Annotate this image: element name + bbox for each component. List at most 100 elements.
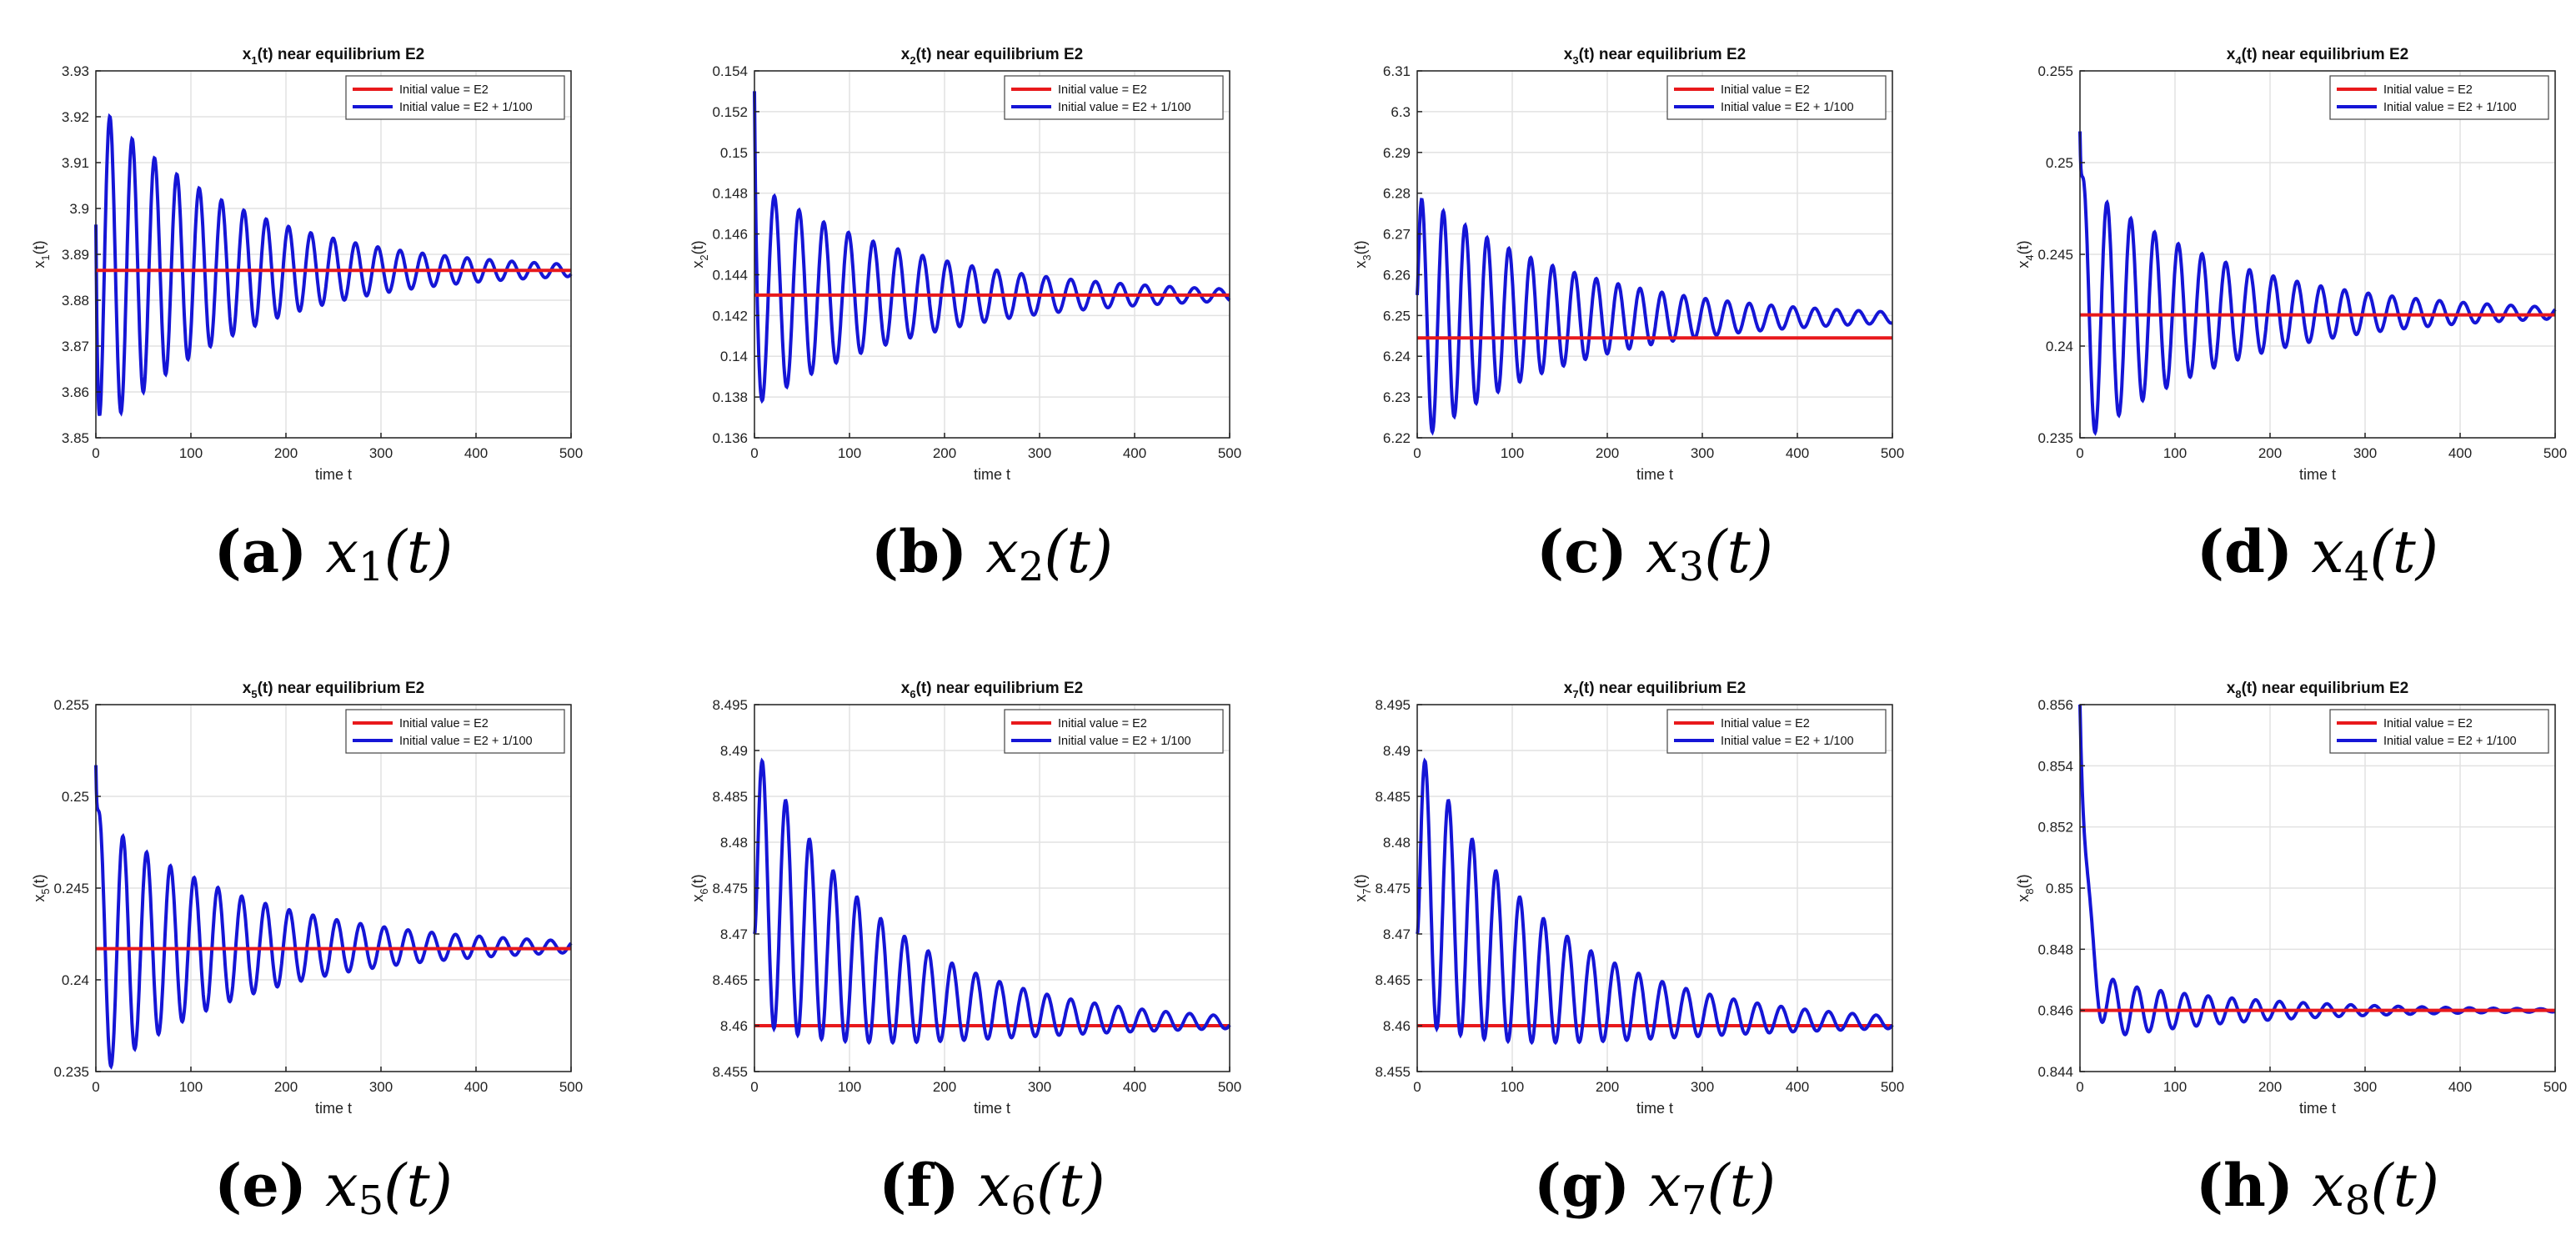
- caption-space: [2293, 1152, 2312, 1220]
- caption-subscript: 4: [2343, 544, 2370, 590]
- legend: Initial value = E2 Initial value = E2 + 1…: [1666, 709, 1887, 754]
- x-tick-label: 100: [179, 445, 203, 461]
- legend-entry: Initial value = E2: [2383, 717, 2473, 730]
- y-tick-label: 0.844: [2037, 1064, 2073, 1080]
- caption-argument: (t): [383, 1152, 453, 1220]
- chart-title: x1(t) near equilibrium E2: [243, 46, 424, 67]
- y-tick-label: 8.47: [720, 926, 748, 942]
- y-tick-label: 6.22: [1383, 430, 1411, 446]
- y-tick-label: 8.48: [1383, 835, 1411, 851]
- x-tick-label: 200: [274, 1079, 298, 1095]
- caption-space: [967, 518, 985, 586]
- x-tick-label: 300: [1691, 1079, 1714, 1095]
- legend: Initial value = E2 Initial value = E2 + 1…: [345, 75, 565, 120]
- caption-argument: (t): [1706, 1152, 1777, 1220]
- x-tick-label: 100: [179, 1079, 203, 1095]
- chart-g: 8.455 8.46 8.465 8.47 8.475 8.48 8.485 8.49 8.49…: [1352, 680, 1904, 1117]
- x-tick-label: 0: [1413, 445, 1421, 461]
- legend: Initial value = E2 Initial value = E2 + 1…: [345, 709, 565, 754]
- chart-title: x7(t) near equilibrium E2: [1564, 680, 1746, 700]
- x-tick-label: 0: [750, 445, 758, 461]
- legend-entry: Initial value = E2 + 1/100: [2383, 735, 2517, 748]
- x-tick-label: 100: [838, 1079, 861, 1095]
- series-line-e2-perturbed: [753, 91, 1231, 404]
- legend-box: [1004, 75, 1224, 120]
- y-tick-label: 6.29: [1383, 145, 1411, 161]
- y-axis-label: x8(t): [2015, 874, 2036, 901]
- x-axis-label: time t: [2299, 466, 2336, 483]
- x-tick-label: 200: [933, 445, 956, 461]
- caption-label: (d): [2196, 517, 2293, 586]
- y-tick-label: 0.14: [720, 349, 748, 364]
- y-tick-label: 0.144: [712, 267, 748, 283]
- x-tick-label: 100: [2163, 1079, 2187, 1095]
- y-tick-label: 3.88: [62, 293, 89, 309]
- chart-a: 3.85 3.86 3.87 3.88 3.89 3.9 3.91 3.92 3.93 0 100 2…: [31, 46, 583, 483]
- y-axis-label: x4(t): [2015, 240, 2036, 268]
- chart-title: x5(t) near equilibrium E2: [243, 680, 424, 700]
- axes-box: [754, 70, 1230, 439]
- legend-entry: Initial value = E2 + 1/100: [1058, 101, 1191, 114]
- x-tick-label: 0: [2076, 1079, 2083, 1095]
- series-line-e2-perturbed: [753, 757, 1231, 1046]
- x-tick-label: 100: [838, 445, 861, 461]
- subfigure-caption-a: (a) x1(t): [12, 517, 655, 590]
- legend: Initial value = E2 Initial value = E2 + 1…: [1004, 709, 1224, 754]
- legend-box: [1666, 709, 1887, 754]
- x-tick-label: 0: [1413, 1079, 1421, 1095]
- x-tick-label: 100: [1501, 1079, 1524, 1095]
- y-tick-label: 8.49: [1383, 743, 1411, 759]
- x-tick-label: 300: [369, 445, 393, 461]
- x-tick-label: 200: [1596, 1079, 1619, 1095]
- chart-h: 0.844 0.846 0.848 0.85 0.852 0.854 0.856 0 100 20…: [2015, 680, 2567, 1117]
- y-tick-label: 0.154: [712, 63, 748, 79]
- legend-entry: Initial value = E2: [1721, 717, 1810, 730]
- x-tick-label: 300: [2353, 445, 2377, 461]
- y-tick-label: 0.235: [2037, 430, 2073, 446]
- x-axis-label: time t: [974, 1100, 1010, 1117]
- x-tick-label: 400: [1123, 445, 1146, 461]
- caption-space: [1627, 518, 1646, 586]
- subfigure-caption-e: (e) x5(t): [12, 1151, 655, 1224]
- y-tick-label: 0.152: [712, 104, 748, 120]
- subfigure-caption-c: (c) x3(t): [1333, 517, 1977, 590]
- subfigure-caption-f: (f) x6(t): [670, 1151, 1314, 1224]
- y-tick-label: 0.255: [2037, 63, 2073, 79]
- subfigure-caption-b: (b) x2(t): [670, 517, 1314, 590]
- y-tick-label: 8.48: [720, 835, 748, 851]
- series-line-e2-perturbed: [2078, 131, 2557, 436]
- y-tick-label: 6.28: [1383, 186, 1411, 202]
- caption-label: (f): [879, 1151, 960, 1220]
- caption-subscript: 5: [358, 1177, 384, 1224]
- legend-box: [345, 709, 565, 754]
- y-axis-label: x1(t): [31, 240, 52, 268]
- caption-argument: (t): [383, 518, 454, 586]
- y-tick-label: 8.455: [1375, 1064, 1411, 1080]
- x-tick-label: 200: [933, 1079, 956, 1095]
- chart-b: 0.136 0.138 0.14 0.142 0.144 0.146 0.148 0.15 0.…: [689, 46, 1241, 483]
- caption-argument: (t): [1035, 1152, 1105, 1220]
- subfigure-caption-d: (d) x4(t): [1996, 517, 2576, 590]
- subfigure-caption-h: (h) x8(t): [1996, 1151, 2576, 1224]
- legend-box: [1004, 709, 1224, 754]
- y-tick-label: 3.87: [62, 339, 89, 354]
- x-tick-label: 500: [559, 445, 583, 461]
- y-tick-label: 6.26: [1383, 267, 1411, 283]
- y-tick-label: 0.852: [2037, 820, 2073, 836]
- y-tick-label: 3.85: [62, 430, 89, 446]
- y-tick-label: 0.24: [62, 972, 89, 988]
- caption-argument: (t): [1704, 518, 1773, 586]
- caption-subscript: 2: [1018, 544, 1045, 590]
- x-axis-label: time t: [315, 1100, 352, 1117]
- y-tick-label: 8.495: [1375, 697, 1411, 713]
- y-tick-label: 3.9: [69, 201, 89, 217]
- y-tick-label: 0.235: [53, 1064, 89, 1080]
- caption-subscript: 7: [1681, 1177, 1707, 1224]
- x-tick-label: 500: [1881, 1079, 1904, 1095]
- legend-entry: Initial value = E2: [1058, 83, 1147, 97]
- y-tick-label: 6.23: [1383, 389, 1411, 405]
- y-tick-label: 0.848: [2037, 941, 2073, 957]
- y-tick-label: 0.245: [53, 881, 89, 896]
- y-tick-label: 0.138: [712, 389, 748, 405]
- caption-argument: (t): [2370, 1152, 2440, 1220]
